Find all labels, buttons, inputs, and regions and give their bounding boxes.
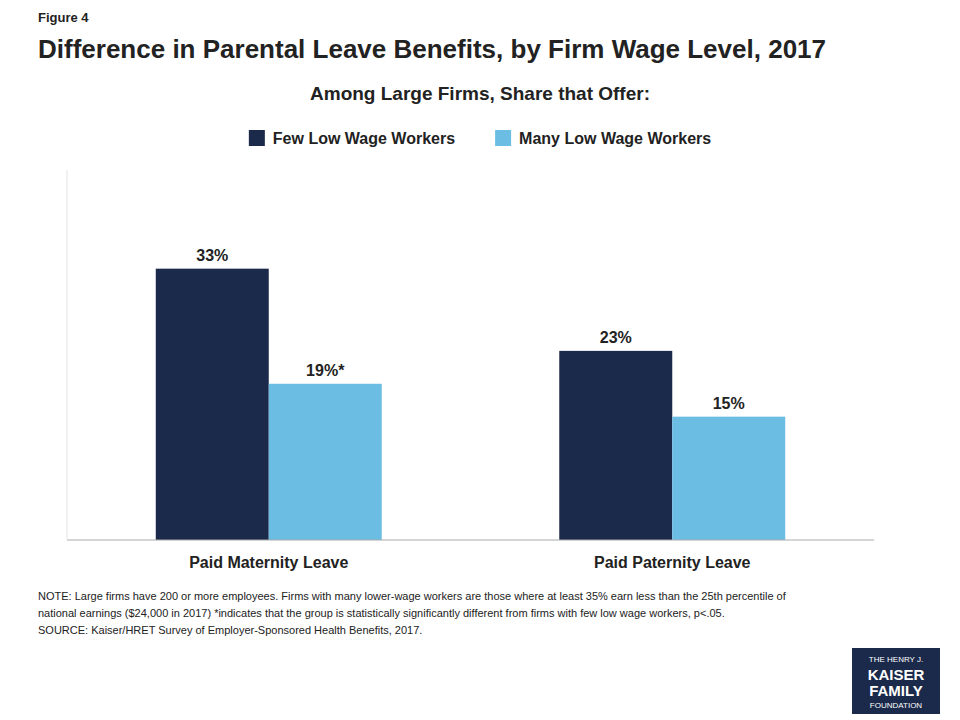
legend-item: Many Low Wage Workers xyxy=(495,130,711,147)
figure-label: Figure 4 xyxy=(38,10,89,25)
bar xyxy=(269,384,382,540)
chart: Figure 4 Difference in Parental Leave Ben… xyxy=(0,0,960,720)
bar xyxy=(672,417,785,540)
data-label: 19%* xyxy=(306,362,345,379)
data-label: 33% xyxy=(196,247,228,264)
legend-swatch xyxy=(249,130,265,146)
note: national earnings ($24,000 in 2017) *ind… xyxy=(38,607,725,619)
legend-label: Few Low Wage Workers xyxy=(273,130,455,147)
x-tick-label: Paid Paternity Leave xyxy=(594,554,751,571)
legend-item: Few Low Wage Workers xyxy=(249,130,455,147)
title: Difference in Parental Leave Benefits, b… xyxy=(38,34,826,64)
background xyxy=(0,0,960,720)
y-axis-line xyxy=(67,170,68,540)
note: SOURCE: Kaiser/HRET Survey of Employer-S… xyxy=(38,624,422,636)
note: NOTE: Large firms have 200 or more emplo… xyxy=(38,590,787,602)
bar xyxy=(156,269,269,540)
legend-swatch xyxy=(495,130,511,146)
bar xyxy=(559,351,672,540)
logo-text: THE HENRY J. xyxy=(869,655,923,664)
logo-box xyxy=(852,648,940,714)
x-tick-label: Paid Maternity Leave xyxy=(189,554,348,571)
x-axis-line xyxy=(67,540,874,541)
legend: Few Low Wage Workers Many Low Wage Worker… xyxy=(249,130,711,147)
subtitle: Among Large Firms, Share that Offer: xyxy=(310,83,650,104)
data-labels: 33% 23% 19%* 15% xyxy=(196,247,745,412)
logo-text: FOUNDATION xyxy=(870,701,923,710)
bars xyxy=(156,269,785,540)
legend-label: Many Low Wage Workers xyxy=(519,130,711,147)
title-line: Difference in Parental Leave Benefits, b… xyxy=(38,34,826,64)
logo: THE HENRY J. KAISERFAMILY FOUNDATION xyxy=(852,648,940,714)
data-label: 23% xyxy=(600,329,632,346)
logo-text: FAMILY xyxy=(869,682,923,699)
logo-text: KAISER xyxy=(868,666,925,683)
data-label: 15% xyxy=(713,395,745,412)
